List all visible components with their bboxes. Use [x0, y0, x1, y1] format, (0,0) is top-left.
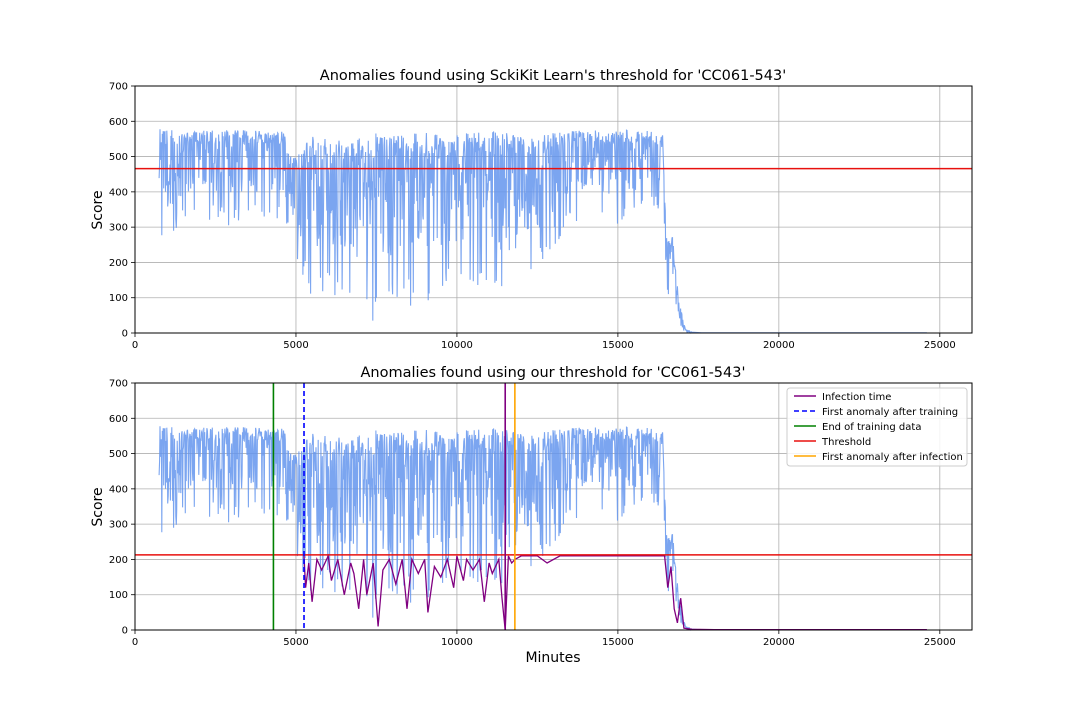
x-tick-label: 10000 — [441, 637, 473, 648]
legend-label-first-anomaly-training: First anomaly after training — [822, 407, 958, 418]
y-tick-label: 300 — [109, 223, 128, 234]
y-tick-label: 0 — [122, 329, 128, 340]
chart-2-y-axis-label: Score — [90, 487, 106, 526]
x-tick-label: 0 — [132, 340, 138, 351]
x-tick-label: 15000 — [602, 637, 634, 648]
chart-2-legend: Infection time First anomaly after train… — [786, 387, 968, 467]
y-tick-label: 700 — [109, 379, 128, 390]
legend-label-infection-time: Infection time — [822, 392, 891, 403]
chart-2-y-ticks: 0 100 200 300 400 500 600 700 — [109, 379, 135, 637]
y-tick-label: 300 — [109, 520, 128, 531]
score-series-line — [158, 129, 927, 334]
y-tick-label: 200 — [109, 555, 128, 566]
chart-2-plot-area — [135, 383, 972, 631]
legend-label-threshold: Threshold — [821, 437, 871, 448]
x-tick-label: 5000 — [283, 340, 308, 351]
score-series-line — [158, 426, 927, 631]
x-tick-label: 20000 — [763, 340, 795, 351]
x-tick-label: 10000 — [441, 340, 473, 351]
y-tick-label: 500 — [109, 152, 128, 163]
anomaly-series-line — [303, 553, 927, 631]
chart-1-title: Anomalies found using SckiKit Learn's th… — [320, 68, 786, 84]
y-tick-label: 100 — [109, 293, 128, 304]
chart-2-x-ticks: 0 5000 10000 15000 20000 25000 — [132, 630, 956, 648]
chart-1-plot-area — [135, 129, 972, 334]
x-tick-label: 20000 — [763, 637, 795, 648]
chart-1-y-axis-label: Score — [90, 190, 106, 229]
chart-1-frame — [134, 85, 973, 334]
y-tick-label: 400 — [109, 187, 128, 198]
x-tick-label: 25000 — [924, 340, 956, 351]
x-tick-label: 15000 — [602, 340, 634, 351]
y-tick-label: 700 — [109, 82, 128, 93]
x-tick-label: 0 — [132, 637, 138, 648]
legend-label-first-anomaly-infection: First anomaly after infection — [822, 452, 963, 463]
y-tick-label: 400 — [109, 484, 128, 495]
y-tick-label: 200 — [109, 258, 128, 269]
chart-1-x-ticks: 0 5000 10000 15000 20000 25000 — [132, 333, 956, 351]
chart-1-y-ticks: 0 100 200 300 400 500 600 700 — [109, 82, 135, 340]
legend-box — [786, 387, 968, 467]
chart-2-title: Anomalies found using our threshold for … — [361, 365, 746, 381]
y-tick-label: 500 — [109, 449, 128, 460]
y-tick-label: 100 — [109, 590, 128, 601]
legend-label-end-of-training: End of training data — [822, 422, 921, 433]
chart-2-x-axis-label: Minutes — [525, 650, 580, 666]
chart-2-frame — [134, 382, 973, 631]
y-tick-label: 600 — [109, 414, 128, 425]
y-tick-label: 0 — [122, 626, 128, 637]
x-tick-label: 5000 — [283, 637, 308, 648]
y-tick-label: 600 — [109, 117, 128, 128]
x-tick-label: 25000 — [924, 637, 956, 648]
